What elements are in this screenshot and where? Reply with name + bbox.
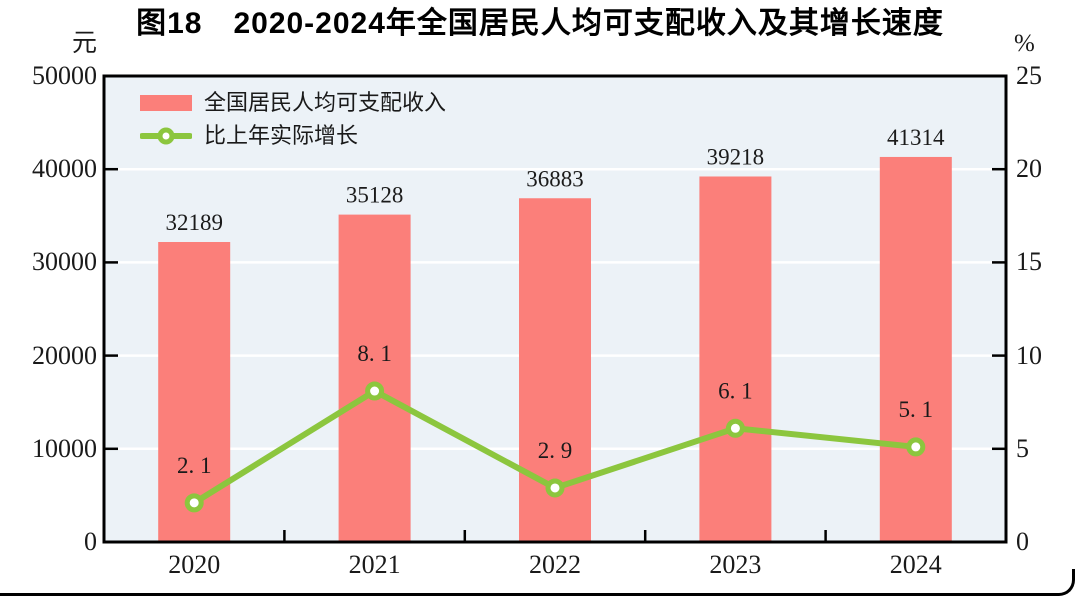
right-axis-tick-15: 15: [1016, 247, 1042, 277]
line-marker-2024: [906, 437, 926, 457]
legend-growth-label: 比上年实际增长: [204, 123, 359, 148]
bar-value-label-2021: 35128: [346, 183, 404, 208]
right-axis-tick-5: 5: [1016, 433, 1029, 463]
chart-title: 图18 2020-2024年全国居民人均可支配收入及其增长速度: [136, 7, 944, 40]
growth-label-2024: 5. 1: [899, 397, 934, 422]
figure-bottom-border: [0, 569, 1075, 596]
left-axis-tick-30000: 30000: [32, 247, 97, 277]
growth-label-2020: 2. 1: [177, 453, 212, 478]
left-axis-tick-50000: 50000: [32, 61, 97, 90]
x-axis-label-2022: 2022: [529, 550, 581, 579]
legend-item-income: 全国居民人均可支配收入: [140, 90, 446, 116]
bar-value-label-2022: 36883: [526, 166, 584, 191]
x-axis-label-2024: 2024: [889, 550, 942, 579]
left-axis-tick-40000: 40000: [32, 154, 97, 184]
bar-value-label-2023: 39218: [707, 144, 765, 169]
legend-item-growth: 比上年实际增长: [139, 123, 446, 149]
right-axis-tick-10: 10: [1016, 340, 1042, 370]
left-axis-tick-20000: 20000: [32, 340, 97, 370]
growth-label-2021: 8. 1: [357, 341, 392, 366]
bar-swatch-icon: [140, 95, 192, 111]
line-marker-icon: [139, 123, 193, 149]
x-axis-label-2023: 2023: [709, 550, 762, 579]
left-axis-tick-10000: 10000: [32, 433, 97, 463]
line-marker-2022: [545, 478, 565, 498]
line-marker-2023: [725, 418, 745, 438]
bar-2023: [699, 176, 772, 543]
right-axis-tick-20: 20: [1016, 154, 1042, 184]
growth-label-2023: 6. 1: [718, 378, 753, 403]
line-marker-2020: [184, 493, 204, 513]
x-axis-label-2021: 2021: [348, 550, 401, 579]
plot-border: [102, 74, 1008, 544]
legend-income-label: 全国居民人均可支配收入: [204, 90, 447, 115]
right-axis-tick-25: 25: [1016, 61, 1042, 90]
bar-2024: [879, 156, 952, 542]
bar-value-label-2024: 41314: [887, 125, 945, 150]
left-axis-tick-0: 0: [84, 527, 97, 556]
x-axis-label-2020: 2020: [168, 550, 221, 579]
right-axis-tick-0: 0: [1016, 527, 1029, 556]
bar-value-label-2020: 32189: [165, 210, 223, 235]
chart-legend: 全国居民人均可支配收入 比上年实际增长: [139, 90, 446, 149]
bar-2020: [158, 241, 231, 542]
growth-label-2022: 2. 9: [538, 438, 573, 463]
right-axis-unit-label: %: [1014, 30, 1035, 57]
left-axis-unit-label: 元: [71, 30, 97, 57]
line-marker-2021: [365, 381, 385, 401]
bar-2021: [338, 214, 411, 542]
